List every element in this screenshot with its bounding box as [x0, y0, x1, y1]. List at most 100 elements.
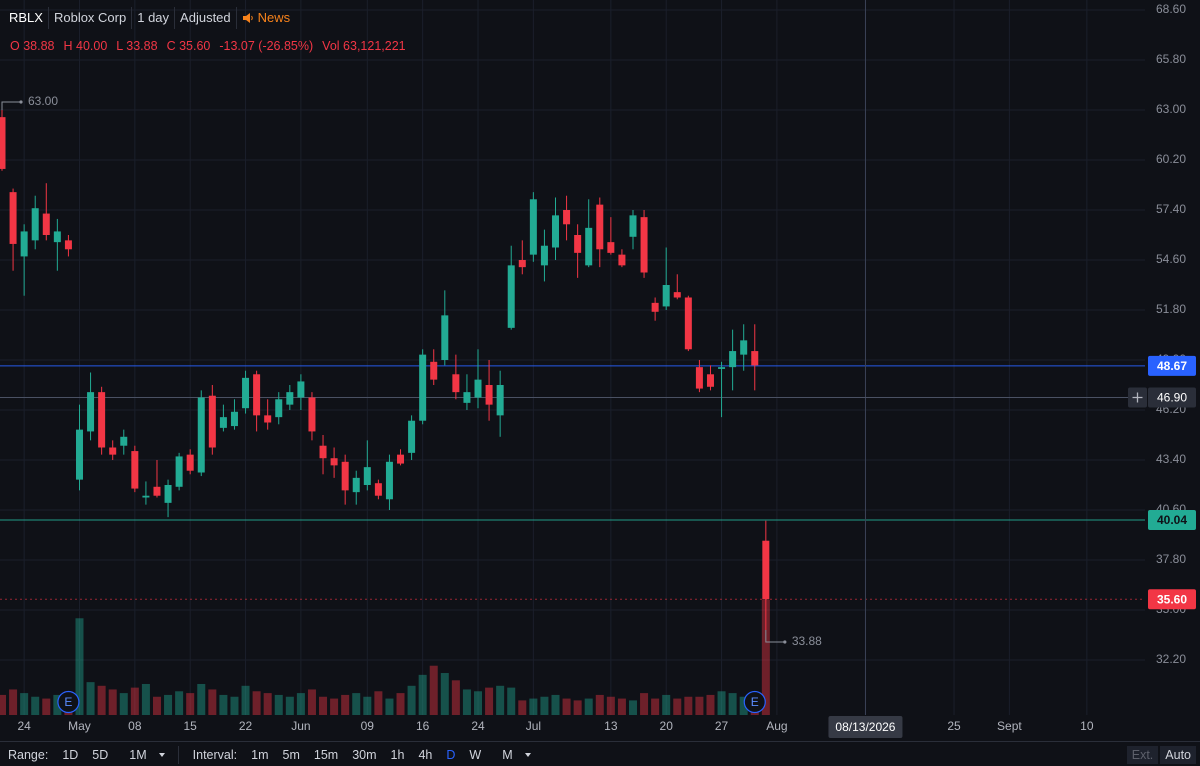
y-tick-label: 32.20 [1156, 652, 1186, 666]
volume-bar [717, 691, 726, 715]
price-tag-label: 35.60 [1157, 592, 1187, 606]
candle-body [430, 361, 438, 380]
candle-body [253, 374, 261, 416]
candle-body [529, 199, 537, 255]
y-tick-label: 65.80 [1156, 52, 1186, 66]
change: -13.07 (-26.85%) [219, 39, 314, 53]
candle-body [242, 377, 250, 409]
ohlc-key: O [10, 39, 20, 53]
grid [0, 0, 1145, 715]
ext-button[interactable]: Ext. [1126, 745, 1159, 764]
price-lines [0, 0, 1145, 715]
candle-body [662, 285, 670, 307]
interval[interactable]: 1 day [131, 7, 174, 29]
candle-body [706, 374, 714, 387]
volume-bar [673, 698, 682, 715]
candle-body [219, 417, 227, 428]
candle-body [485, 385, 493, 405]
volume-bar [0, 694, 6, 715]
crosshair-price-label: 46.90 [1157, 391, 1187, 405]
range-button[interactable]: 1M [122, 748, 165, 762]
adjustment[interactable]: Adjusted [174, 7, 236, 29]
x-tick-label: 16 [416, 719, 430, 733]
candle-body [53, 231, 61, 243]
volume-bar [684, 696, 693, 715]
candle-body [352, 477, 360, 493]
interval-button[interactable]: D [446, 747, 456, 762]
interval-button[interactable]: M [495, 748, 531, 762]
interval-button[interactable]: W [469, 747, 482, 762]
candle-body [31, 208, 39, 241]
interval-button[interactable]: 5m [282, 747, 300, 762]
candle-body [341, 461, 349, 491]
candle-body [474, 379, 482, 398]
x-tick-label: 24 [471, 719, 485, 733]
scale-options: Ext. Auto [1125, 745, 1200, 764]
chart: 63.00 33.88 E E 68.60 65.80 63.00 60.20 57.40 54… [0, 0, 1196, 738]
candle-body [673, 292, 681, 298]
news-button[interactable]: News [235, 7, 296, 29]
interval-button[interactable]: 1m [251, 747, 269, 762]
x-tick-label: Aug [766, 719, 787, 733]
candle-body [297, 381, 305, 398]
symbol[interactable]: RBLX [9, 10, 43, 25]
volume-bar [75, 618, 84, 715]
volume-bar [385, 698, 394, 715]
candle-body [175, 456, 183, 487]
range-button[interactable]: 5D [92, 747, 109, 762]
candle-body [596, 204, 604, 250]
volume-bar [296, 693, 305, 715]
candle-body [20, 231, 28, 257]
volume-bar [86, 682, 95, 715]
auto-button[interactable]: Auto [1160, 745, 1196, 764]
candle-body [208, 395, 216, 448]
volume-bar [186, 693, 195, 715]
candle-body [618, 254, 626, 266]
news-icon [242, 13, 253, 23]
y-tick-label: 68.60 [1156, 2, 1186, 16]
candle-body [0, 117, 6, 169]
interval-button[interactable]: 4h [418, 747, 433, 762]
volume-bar [551, 694, 560, 715]
volume-bar [274, 694, 283, 715]
x-tick-label: 25 [947, 719, 961, 733]
volume-bar [263, 693, 272, 715]
candle-body [518, 260, 526, 268]
candle-body [751, 351, 759, 366]
range-button[interactable]: 1D [62, 747, 79, 762]
candle-body [363, 467, 371, 485]
candle-body [120, 436, 128, 446]
interval-button[interactable]: 15m [313, 747, 339, 762]
volume-bar [130, 687, 139, 715]
candle-body [264, 415, 272, 423]
price-tag-label: 40.04 [1157, 513, 1187, 527]
candle-body [540, 245, 548, 266]
earnings-marker[interactable] [57, 690, 80, 714]
ohlc-key: C [166, 39, 176, 53]
news-label: News [257, 10, 291, 25]
volume-bar [307, 689, 316, 715]
candle-body [452, 374, 460, 393]
volume-bar [628, 700, 637, 715]
candle-body [142, 495, 150, 498]
candle-body [729, 351, 737, 368]
earnings-marker[interactable] [743, 690, 766, 714]
volume-bar [728, 693, 737, 715]
low-marker-line [765, 630, 784, 643]
candle-body [197, 397, 205, 473]
candle-body [419, 354, 427, 421]
volume-bar [319, 696, 328, 715]
candle-body [64, 240, 72, 250]
low-marker-dot [783, 640, 787, 644]
axes: 68.6065.8063.0060.2057.4054.6051.8049.00… [17, 2, 1186, 733]
volume-bar [219, 694, 228, 715]
volume-bar [363, 696, 372, 715]
x-tick-label: 27 [715, 719, 729, 733]
interval-button[interactable]: 1h [390, 747, 405, 762]
candle-body [42, 213, 50, 235]
x-tick-label: 10 [1080, 719, 1094, 733]
interval-button[interactable]: 30m [352, 747, 377, 762]
volume-bar [341, 694, 350, 715]
candle-body [164, 485, 172, 503]
volume-bar [573, 700, 582, 715]
